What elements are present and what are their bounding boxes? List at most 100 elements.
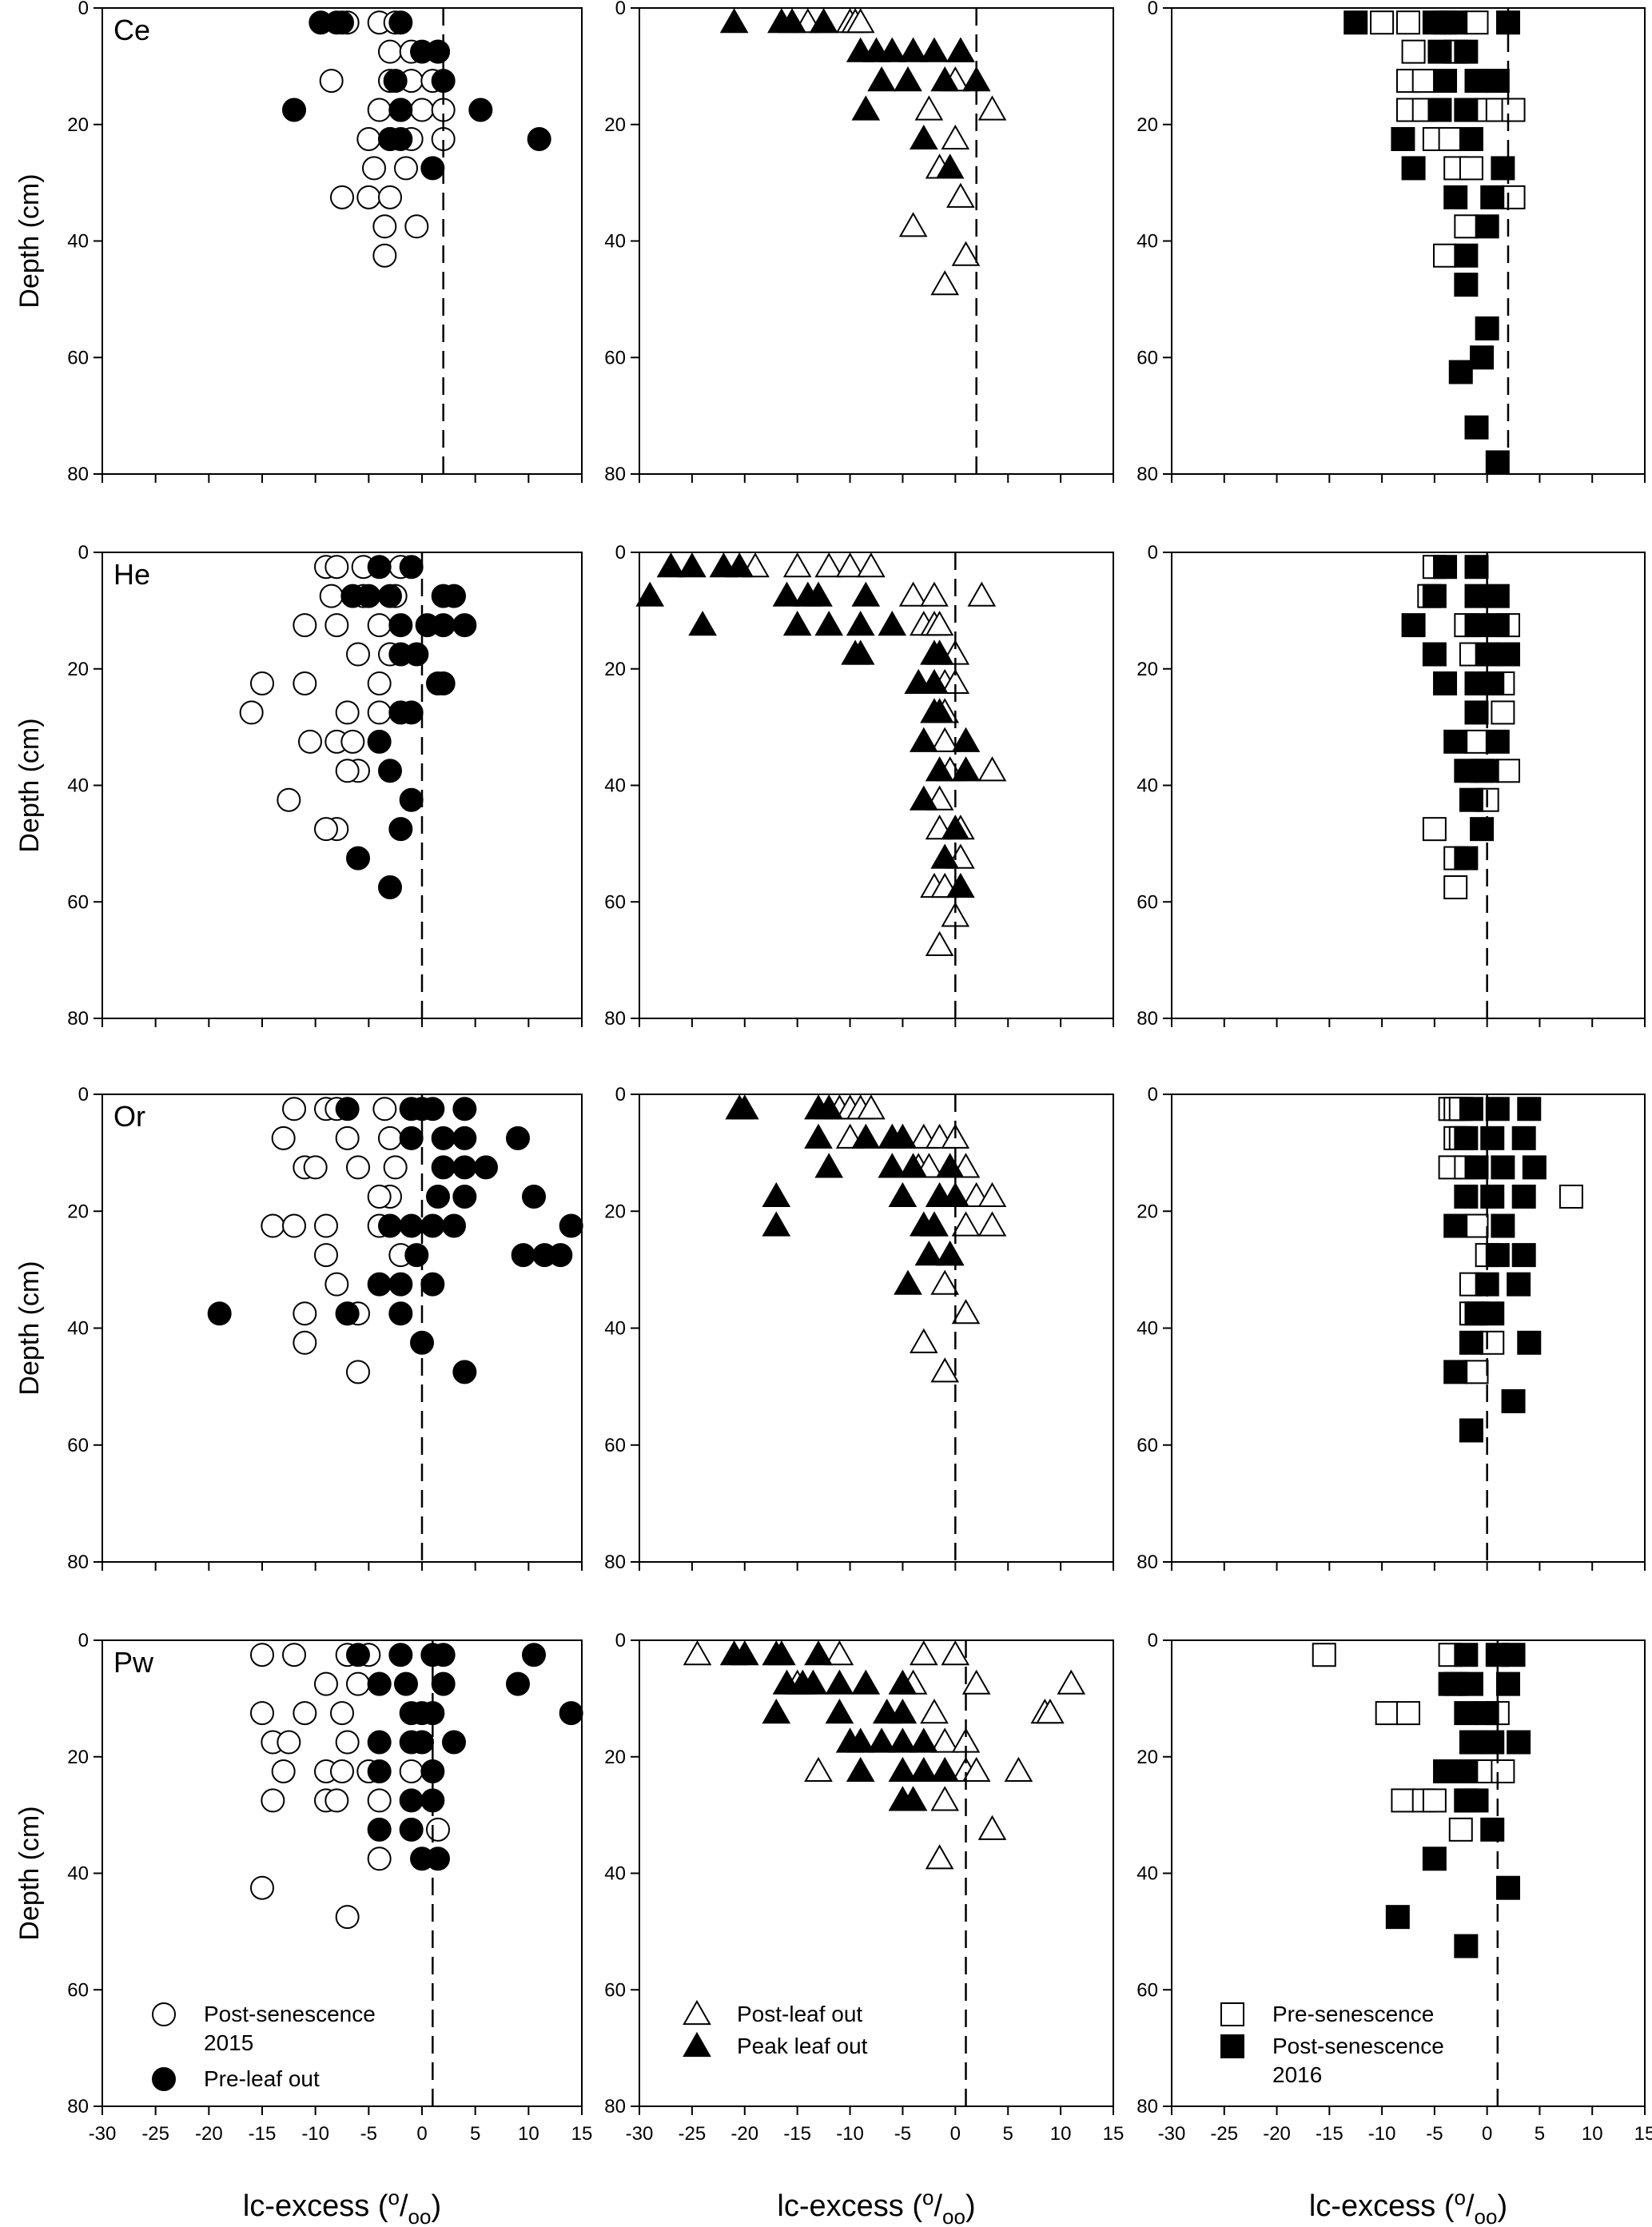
data-point — [1443, 185, 1468, 209]
data-point — [925, 1844, 954, 1870]
data-point — [920, 1698, 949, 1724]
data-point — [367, 1730, 392, 1755]
data-point — [725, 552, 754, 578]
data-point — [977, 1211, 1007, 1237]
data-point — [925, 639, 954, 665]
data-point — [324, 555, 349, 580]
data-point — [930, 1269, 960, 1295]
y-tick-label: 0 — [1148, 1630, 1158, 1651]
data-point — [1464, 415, 1489, 440]
data-point — [399, 787, 424, 812]
data-point — [559, 1213, 583, 1238]
data-point — [925, 930, 954, 956]
y-tick-label: 80 — [1136, 1008, 1158, 1030]
data-point — [314, 817, 338, 842]
data-point — [1459, 1097, 1483, 1121]
legend-square: Pre-senescence Post-senescence 2016 — [1220, 2002, 1444, 2087]
data-point — [851, 1123, 881, 1149]
data-point — [946, 872, 975, 898]
y-tick-label: 40 — [67, 775, 89, 797]
series-filled-circle — [282, 10, 551, 181]
data-point — [909, 124, 938, 149]
data-point — [930, 1727, 960, 1753]
data-point — [1401, 156, 1426, 181]
data-point — [548, 1243, 573, 1268]
data-point — [314, 1671, 338, 1696]
data-point — [909, 1727, 938, 1753]
y-tick-label: 0 — [615, 0, 626, 19]
data-point — [522, 1643, 546, 1667]
data-point — [426, 1847, 450, 1871]
data-point — [935, 1153, 965, 1178]
x-tick-label: 0 — [950, 2123, 961, 2145]
y-tick-label: 20 — [604, 659, 626, 680]
data-point — [1396, 1701, 1420, 1726]
data-point — [914, 1240, 944, 1266]
data-point — [1438, 1671, 1463, 1696]
data-point — [967, 581, 997, 607]
data-point — [367, 671, 392, 695]
data-point — [431, 1125, 456, 1150]
data-point — [804, 581, 833, 607]
series-open-triangle — [825, 1094, 1007, 1383]
data-point — [719, 8, 749, 34]
data-point — [851, 95, 881, 121]
x-tick-label: 15 — [1634, 2123, 1652, 2145]
legend-label: Pre-senescence — [1272, 2002, 1434, 2026]
data-point — [1385, 1905, 1410, 1930]
x-tick-label: -30 — [1158, 2123, 1186, 2145]
data-point — [946, 182, 975, 208]
series-filled-triangle — [725, 1094, 970, 1295]
data-point — [1459, 1671, 1483, 1696]
y-tick-label: 60 — [67, 891, 89, 913]
data-point — [1485, 69, 1510, 94]
panel-he-triangle: 0 20 40 60 80 — [604, 542, 1114, 1030]
data-point — [335, 1097, 360, 1121]
data-point — [399, 1788, 424, 1813]
data-point — [1485, 1243, 1510, 1268]
data-point — [303, 1155, 328, 1180]
data-point — [1433, 555, 1458, 580]
panel-ce-square: 0 20 40 60 80 — [1136, 0, 1646, 485]
x-tick-label: 15 — [1103, 2123, 1125, 2145]
data-point — [1454, 214, 1479, 239]
data-point — [394, 156, 418, 181]
data-point — [394, 1671, 418, 1696]
data-point — [1454, 273, 1479, 297]
data-point — [378, 39, 402, 64]
data-point — [814, 552, 844, 578]
plot-frame — [639, 552, 1114, 1019]
data-point — [1454, 846, 1479, 870]
data-point — [1391, 126, 1415, 151]
data-point — [282, 1213, 306, 1238]
data-point — [888, 1698, 918, 1724]
data-point — [1454, 1184, 1479, 1209]
panel-ce-circle: 0 20 40 60 80 Ce — [67, 0, 583, 485]
x-tick-label: 0 — [416, 2123, 427, 2145]
data-point — [346, 1671, 370, 1696]
data-point — [1480, 1730, 1505, 1755]
y-tick-label: 0 — [1148, 542, 1158, 564]
panel-pw-circle: 0 20 40 60 80-30 -25 -20 -15 -10 -5 0 5 10 15 Pw — [67, 1630, 592, 2145]
data-point — [941, 1640, 970, 1666]
y-tick-label: 20 — [67, 1201, 89, 1222]
plot-frame — [1171, 1094, 1646, 1563]
data-point — [399, 555, 424, 580]
data-point — [388, 126, 413, 151]
legend-marker — [152, 2002, 176, 2026]
data-point — [324, 1272, 349, 1297]
data-point — [835, 552, 865, 578]
y-tick-label: 80 — [604, 1552, 626, 1573]
data-point — [324, 1788, 349, 1813]
data-point — [319, 69, 344, 94]
data-point — [1507, 1730, 1531, 1755]
data-point — [330, 10, 354, 35]
data-point — [1422, 817, 1447, 842]
data-point — [452, 1097, 477, 1121]
data-point — [825, 1669, 854, 1695]
data-point — [346, 1155, 370, 1180]
data-point — [1438, 126, 1463, 151]
x-tick-label: -5 — [1426, 2123, 1443, 2145]
data-point — [930, 270, 960, 296]
data-point — [930, 1786, 960, 1811]
